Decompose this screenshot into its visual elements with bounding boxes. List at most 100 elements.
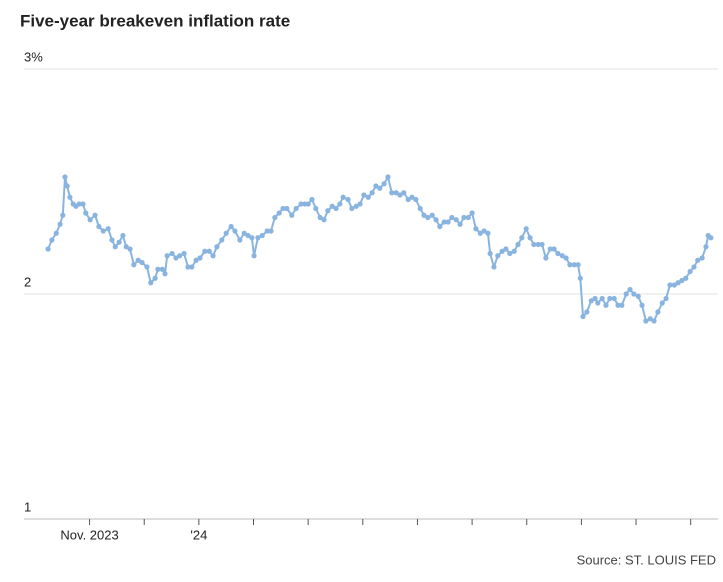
data-point: [169, 250, 175, 257]
data-point: [62, 174, 68, 180]
data-point: [232, 228, 238, 234]
data-point: [667, 282, 673, 288]
data-point: [575, 262, 581, 268]
data-point: [305, 201, 311, 207]
data-point: [487, 250, 493, 257]
data-point: [349, 205, 355, 212]
data-point: [465, 214, 471, 221]
y-tick-label: 2: [24, 274, 31, 289]
source-note: Source: ST. LOUIS FED: [577, 552, 716, 567]
data-point: [683, 275, 689, 281]
data-point: [83, 210, 89, 216]
data-point: [584, 309, 590, 315]
data-point: [708, 235, 714, 241]
data-point: [687, 268, 693, 275]
data-point: [595, 300, 601, 306]
data-point: [60, 212, 66, 218]
data-point: [588, 298, 594, 304]
data-point: [245, 232, 251, 239]
data-point: [405, 196, 411, 203]
data-point: [477, 230, 483, 236]
data-point: [264, 228, 270, 234]
data-point: [599, 295, 605, 302]
x-tick-label: '24: [190, 527, 207, 542]
data-point: [100, 228, 106, 234]
data-point: [53, 230, 59, 236]
data-point: [699, 255, 705, 261]
data-point: [298, 201, 304, 207]
data-point: [449, 214, 455, 221]
data-point: [96, 223, 102, 230]
data-point: [499, 248, 505, 254]
data-point: [112, 244, 118, 250]
data-point: [607, 295, 613, 302]
y-tick-label: 3%: [24, 49, 43, 64]
data-point: [109, 237, 115, 243]
data-point: [268, 228, 274, 234]
data-point: [127, 246, 133, 252]
data-point: [164, 253, 170, 259]
data-point: [592, 295, 598, 302]
data-point: [469, 210, 475, 216]
data-point: [80, 201, 86, 207]
data-point: [214, 244, 220, 250]
data-point: [437, 223, 443, 230]
data-point: [551, 246, 557, 252]
data-point: [473, 226, 479, 232]
data-point: [272, 214, 278, 221]
data-point: [603, 302, 609, 308]
data-point: [615, 302, 621, 308]
data-point: [152, 275, 158, 281]
data-point: [237, 237, 243, 243]
data-point: [397, 192, 403, 198]
data-point: [651, 318, 657, 324]
data-point: [120, 232, 126, 239]
data-point: [181, 250, 187, 257]
data-point: [385, 174, 391, 180]
data-point: [695, 257, 701, 263]
data-point: [417, 205, 423, 212]
data-point: [185, 264, 191, 270]
data-point: [289, 212, 295, 218]
data-point: [639, 302, 645, 308]
data-point: [123, 244, 129, 250]
data-point: [425, 214, 431, 221]
data-point: [280, 205, 286, 212]
data-point: [507, 250, 513, 257]
data-point: [663, 295, 669, 302]
data-point: [206, 248, 212, 254]
data-point: [445, 219, 451, 225]
y-tick-label: 1: [24, 499, 31, 514]
data-point: [571, 262, 577, 268]
data-point: [580, 313, 586, 320]
data-point: [647, 316, 653, 322]
data-point: [321, 217, 327, 223]
data-point: [162, 271, 168, 277]
data-point: [643, 318, 649, 324]
data-point: [511, 248, 517, 254]
data-point: [202, 248, 208, 254]
data-point: [139, 259, 145, 266]
data-point: [49, 237, 55, 243]
data-point: [457, 221, 463, 227]
data-point: [515, 241, 521, 248]
data-point: [409, 194, 415, 200]
data-point: [144, 264, 150, 270]
data-point: [255, 235, 261, 241]
data-point: [67, 194, 73, 200]
data-point: [485, 230, 491, 236]
data-point: [691, 264, 697, 270]
data-point: [703, 244, 709, 250]
data-point: [193, 257, 199, 263]
chart-title: Five-year breakeven inflation rate: [20, 11, 290, 30]
data-point: [197, 255, 203, 261]
data-point: [543, 255, 549, 261]
data-point: [159, 266, 165, 272]
data-point: [313, 205, 319, 212]
data-point: [675, 280, 681, 286]
data-point: [413, 196, 419, 203]
data-point: [223, 230, 229, 236]
data-point: [611, 295, 617, 302]
data-point: [284, 205, 290, 212]
